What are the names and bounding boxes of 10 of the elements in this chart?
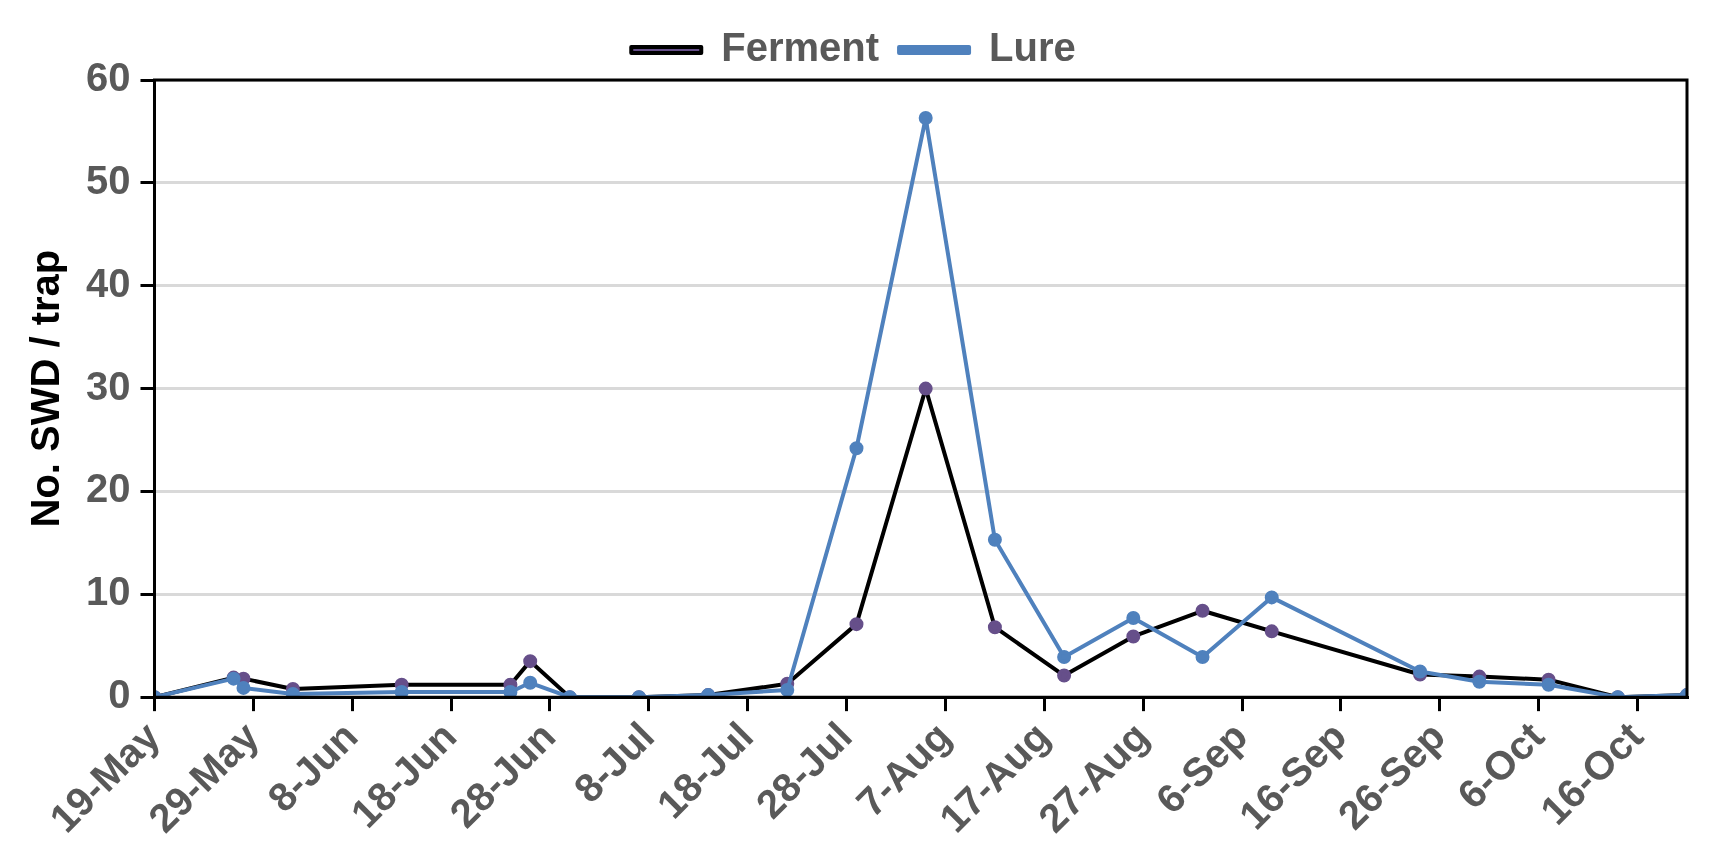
legend-label: Ferment xyxy=(721,25,880,70)
y-tick-label: 40 xyxy=(85,260,131,305)
y-tick-label: 10 xyxy=(85,569,131,614)
y-tick-label: 50 xyxy=(85,157,131,202)
y-tick-label: 60 xyxy=(85,55,131,100)
legend-label: Lure xyxy=(989,25,1076,70)
y-axis-title: No. SWD / trap xyxy=(23,249,68,528)
y-tick-label: 0 xyxy=(108,672,131,717)
y-tick-label: 30 xyxy=(85,363,131,408)
y-tick-label: 20 xyxy=(85,466,131,511)
